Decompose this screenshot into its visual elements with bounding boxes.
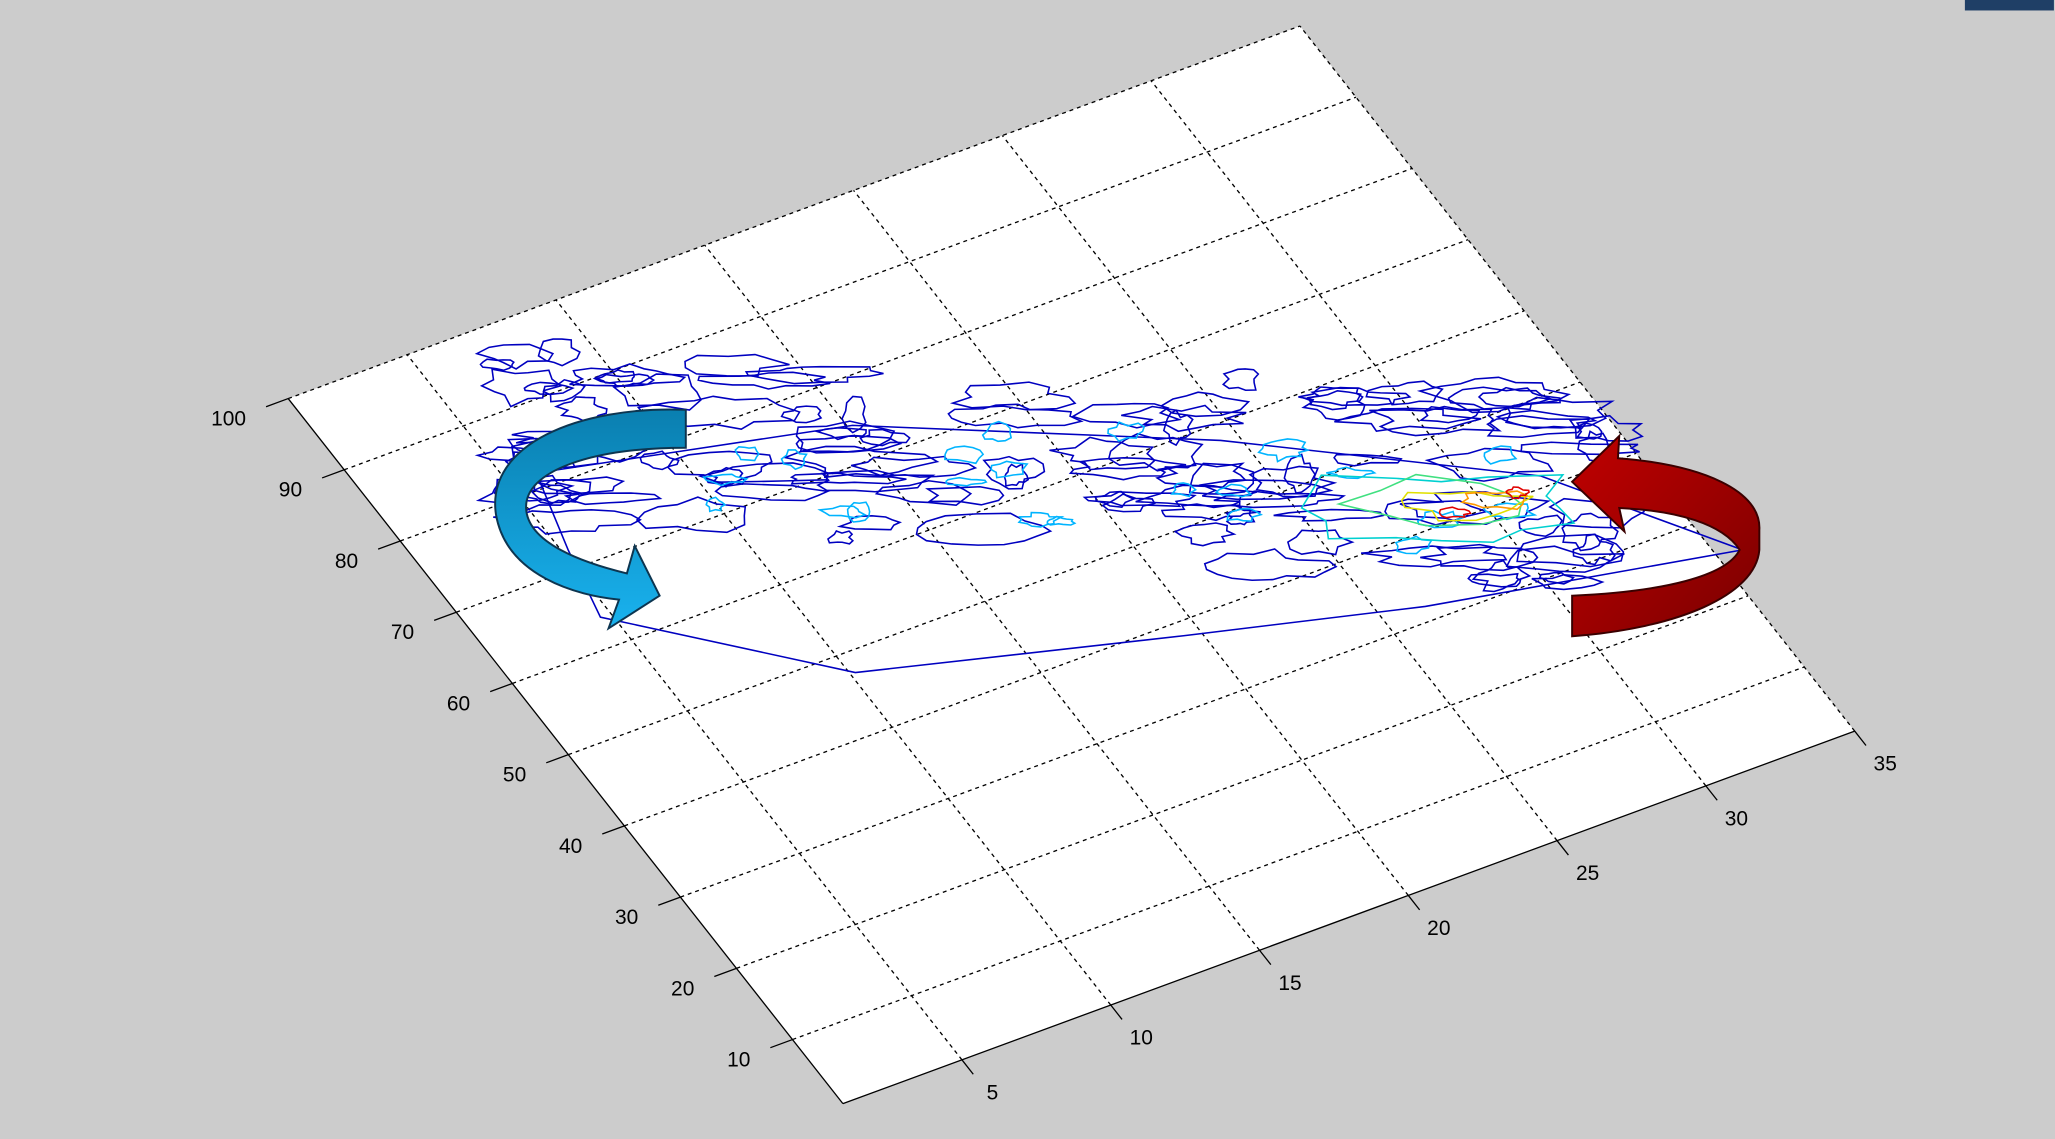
x-tick-label: 5 (987, 1081, 999, 1104)
y-tick-label: 70 (391, 621, 414, 644)
y-tick-label: 90 (279, 479, 302, 502)
y-tick-label: 50 (503, 764, 526, 787)
y-tick-label: 10 (727, 1049, 750, 1072)
window-edge (1965, 0, 2054, 10)
y-tick-label: 100 (211, 408, 246, 431)
x-tick-label: 35 (1874, 753, 1897, 776)
y-tick-label: 30 (615, 906, 638, 929)
y-tick-label: 60 (447, 692, 470, 715)
x-tick-label: 30 (1725, 807, 1748, 830)
x-tick-label: 10 (1130, 1027, 1153, 1050)
x-tick-label: 20 (1427, 917, 1450, 940)
y-tick-label: 80 (335, 550, 358, 573)
chart: 5 10 15 20 25 30 35 10 20 30 40 50 60 70 80 90 100 (0, 0, 2055, 1139)
y-tick-label: 20 (671, 977, 694, 1000)
x-tick-label: 25 (1576, 862, 1599, 885)
x-tick-label: 15 (1278, 972, 1301, 995)
page: 5101520253035102030405060708090100 (() =… (0, 0, 2055, 1139)
y-tick-label: 40 (559, 835, 582, 858)
